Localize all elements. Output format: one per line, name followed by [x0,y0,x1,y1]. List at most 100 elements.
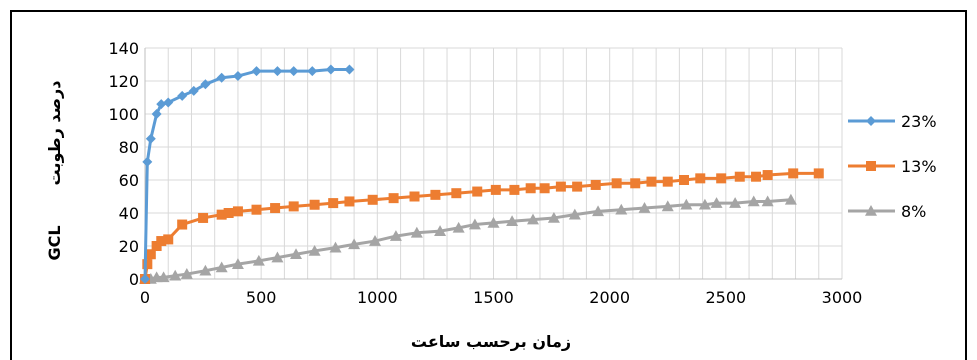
data-point [784,193,797,205]
data-point [163,234,174,245]
data-point [468,218,481,230]
data-point [200,79,211,90]
data-point [348,238,361,250]
data-point [309,199,320,210]
data-point [271,251,284,263]
data-point [451,188,462,199]
data-point [539,183,550,194]
data-point [430,189,441,200]
x-axis-title: زمان برحسب ساعت [411,332,571,351]
data-point [734,171,745,182]
data-point [216,72,227,83]
data-point [307,66,318,77]
data-point [369,235,382,246]
data-point [270,203,281,214]
data-point [344,196,355,207]
data-point [308,244,321,256]
legend-label: 13% [901,157,937,176]
series-line [143,67,350,280]
data-point [169,269,182,281]
series-8pct [139,193,797,284]
legend: 23% 13% 8% [848,112,937,221]
series-23pct [140,64,355,284]
data-point [710,197,723,208]
data-point [156,236,167,247]
y-tick-label: 0 [129,270,139,289]
data-point [288,201,299,212]
data-point [389,230,402,241]
data-point [329,241,342,253]
y-axis-title-text: درصد رطوبت [45,81,64,186]
series-layer [139,64,824,284]
data-point [526,213,539,225]
data-point [472,186,483,197]
y-tick-label: 140 [108,39,139,58]
data-point [762,170,773,181]
x-tick-label: 0 [140,288,150,307]
y-tick-label: 80 [119,138,139,157]
data-point [177,219,188,230]
y-tick-label: 120 [108,72,139,91]
data-point [156,99,167,110]
data-point [157,271,170,283]
data-point [525,183,536,194]
data-point [215,261,228,273]
grid [145,47,843,280]
data-point [661,200,674,212]
x-tick-label: 1000 [357,288,398,307]
data-point [142,259,153,270]
data-point [198,212,209,223]
data-point [325,64,336,75]
x-tick-label: 1500 [473,288,514,307]
y-axis-title-abbr: GCL [45,225,64,260]
data-point [788,168,799,179]
y-axis-title-group: GCL درصد رطوبت [45,81,64,261]
tick-labels: 0 20 40 60 80 100 120 140 0 500 1000 1500 2000 2500 30… [108,39,862,307]
data-point [410,226,423,238]
data-point [145,249,156,260]
y-tick-label: 40 [119,204,139,223]
data-point [751,171,762,182]
data-point [180,268,193,279]
data-point [611,178,622,189]
data-point [328,198,339,209]
data-point [662,176,673,187]
data-point [487,216,500,228]
data-point [223,208,234,218]
data-point [680,198,693,210]
data-point [231,258,244,269]
chart-frame [10,10,967,360]
y-tick-label: 60 [119,171,139,190]
data-point [568,208,581,220]
data-point [679,175,690,185]
data-point [251,66,262,77]
series-13pct [140,168,824,284]
data-point [506,215,519,227]
y-tick-label: 100 [108,105,139,124]
data-point [177,90,188,101]
data-point [163,97,174,108]
data-point [409,191,420,202]
x-tick-label: 2000 [589,288,630,307]
data-point [272,66,283,77]
data-point [452,221,465,233]
data-point [344,64,355,75]
data-point [216,209,227,220]
data-point [572,181,583,192]
data-point [490,184,501,195]
x-tick-label: 3000 [822,288,863,307]
data-point [646,176,657,187]
legend-label: 8% [901,202,926,221]
data-point [630,178,641,189]
data-point [140,274,150,284]
data-point [188,85,199,96]
data-point [290,248,303,260]
data-point [232,206,243,217]
data-point [698,198,711,210]
data-point [252,254,265,266]
data-point [747,195,760,207]
x-tick-label: 2500 [705,288,746,307]
data-point [592,205,605,217]
data-point [288,66,299,77]
